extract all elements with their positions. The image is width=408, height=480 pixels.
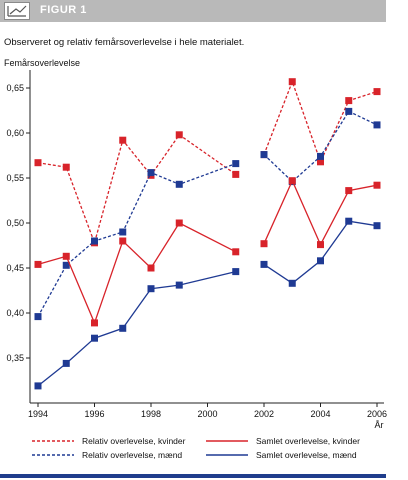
- data-point-marker: [62, 252, 70, 260]
- line-chart-icon: [4, 2, 30, 20]
- series-line: [37, 270, 236, 387]
- data-point-marker: [232, 268, 240, 276]
- x-tick-label: 1994: [28, 409, 48, 419]
- y-tick-label: 0,40: [6, 308, 24, 318]
- data-point-marker: [62, 261, 70, 269]
- figure-subtitle: Observeret og relativ femårsoverlevelse …: [4, 37, 245, 48]
- legend-label: Samlet overlevelse, mænd: [256, 450, 357, 460]
- data-point-marker: [260, 260, 268, 268]
- data-point-marker: [317, 257, 324, 265]
- x-tick-label: 1996: [84, 409, 104, 419]
- data-point-marker: [34, 260, 42, 268]
- data-point-marker: [288, 279, 296, 287]
- data-point-marker: [232, 170, 240, 178]
- x-tick-label: 2006: [367, 409, 387, 419]
- data-point-marker: [91, 334, 98, 342]
- data-point-marker: [373, 222, 381, 230]
- data-point-marker: [175, 219, 183, 227]
- series-line: [263, 220, 378, 285]
- data-point-marker: [345, 217, 353, 225]
- x-axis-label: År: [375, 420, 384, 430]
- legend-label: Relativ overlevelse, kvinder: [82, 436, 186, 446]
- data-point-marker: [345, 187, 353, 195]
- x-tick-label: 2002: [254, 409, 274, 419]
- data-point-marker: [288, 78, 296, 86]
- data-point-marker: [345, 97, 353, 105]
- data-point-marker: [317, 152, 324, 160]
- data-point-marker: [119, 228, 127, 236]
- data-point-marker: [147, 264, 155, 272]
- data-point-marker: [373, 88, 381, 96]
- y-tick-label: 0,45: [6, 263, 24, 273]
- series-line: [263, 179, 378, 247]
- series-line: [37, 162, 237, 317]
- data-point-marker: [260, 240, 268, 248]
- data-point-marker: [232, 248, 240, 256]
- y-tick-label: 0,55: [6, 173, 24, 183]
- data-point-marker: [175, 281, 183, 289]
- legend-label: Relativ overlevelse, mænd: [82, 450, 182, 460]
- data-point-marker: [147, 285, 155, 293]
- data-point-marker: [119, 136, 127, 144]
- data-point-marker: [260, 151, 268, 159]
- data-point-marker: [34, 313, 42, 321]
- data-point-marker: [317, 158, 324, 166]
- legend-label: Samlet overlevelse, kvinder: [256, 436, 360, 446]
- series-line: [263, 110, 378, 183]
- data-point-marker: [317, 241, 324, 249]
- x-tick-label: 2000: [197, 409, 217, 419]
- data-point-marker: [62, 359, 70, 367]
- data-point-marker: [147, 169, 155, 177]
- data-point-marker: [345, 107, 353, 115]
- data-point-marker: [34, 382, 42, 390]
- x-tick-label: 2004: [310, 409, 330, 419]
- data-point-marker: [232, 160, 240, 168]
- y-axis-label: Femårsoverlevelse: [4, 58, 81, 68]
- data-point-marker: [91, 237, 98, 245]
- series-line: [37, 133, 237, 245]
- y-tick-label: 0,60: [6, 128, 24, 138]
- figure-header-bar: FIGUR 1: [0, 0, 386, 22]
- x-tick-label: 1998: [141, 409, 161, 419]
- data-point-marker: [373, 121, 381, 129]
- data-point-marker: [34, 159, 42, 167]
- y-tick-label: 0,50: [6, 218, 24, 228]
- series-line: [263, 79, 378, 164]
- y-tick-label: 0,35: [6, 353, 24, 363]
- y-tick-label: 0,65: [6, 83, 24, 93]
- data-point-marker: [62, 163, 70, 171]
- figure-label: FIGUR 1: [40, 4, 87, 16]
- data-point-marker: [175, 131, 183, 139]
- data-point-marker: [119, 237, 127, 245]
- data-point-marker: [288, 177, 296, 185]
- footer-bar: [0, 474, 386, 478]
- data-point-marker: [91, 319, 98, 327]
- data-point-marker: [119, 324, 127, 332]
- data-point-marker: [373, 181, 381, 189]
- data-point-marker: [175, 180, 183, 188]
